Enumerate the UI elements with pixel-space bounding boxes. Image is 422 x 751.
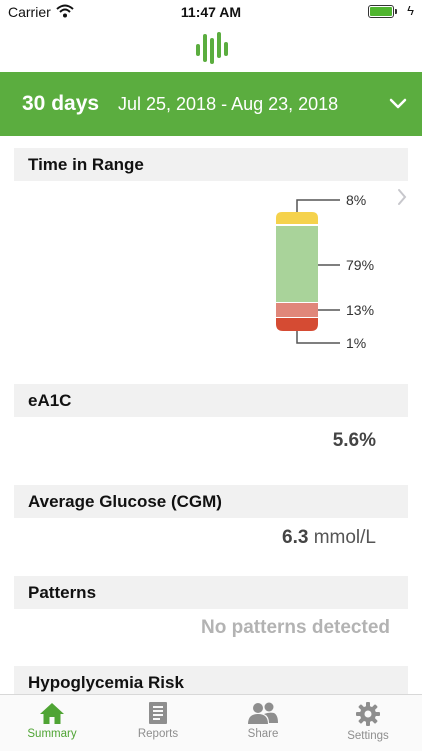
chevron-down-icon[interactable] xyxy=(388,94,408,114)
average-glucose-value: 6.3 mmol/L xyxy=(282,527,376,549)
range-band-target xyxy=(276,226,318,302)
section-header-time-in-range: Time in Range xyxy=(14,148,408,181)
charging-icon: ϟ xyxy=(407,3,414,18)
people-icon xyxy=(248,702,278,724)
tab-label: Summary xyxy=(27,728,77,740)
status-bar: Carrier 11:47 AM ϟ xyxy=(0,0,422,22)
date-range-banner[interactable]: 30 days Jul 25, 2018 - Aug 23, 2018 xyxy=(0,72,422,136)
date-range-label: Jul 25, 2018 - Aug 23, 2018 xyxy=(118,94,339,114)
section-header-average-glucose: Average Glucose (CGM) xyxy=(14,485,408,518)
section-title: Time in Range xyxy=(28,155,144,174)
section-header-hypoglycemia-risk: Hypoglycemia Risk xyxy=(14,666,408,699)
app-logo-icon xyxy=(196,32,228,64)
range-percent-target: 79% xyxy=(346,257,374,273)
range-percent-low: 13% xyxy=(346,302,374,318)
tab-bar: Summary Reports Share xyxy=(0,694,422,751)
range-band-low xyxy=(276,303,318,317)
tab-settings[interactable]: Settings xyxy=(318,701,418,742)
leader-line xyxy=(296,331,340,344)
gear-icon xyxy=(356,702,380,726)
range-band-high xyxy=(276,212,318,224)
range-band-very-low xyxy=(276,318,318,331)
time-in-range-chart[interactable]: 8% 79% 13% 1% xyxy=(260,186,410,356)
range-days-label: 30 days xyxy=(22,92,100,115)
battery-icon xyxy=(368,5,397,18)
tab-label: Reports xyxy=(137,728,179,740)
document-icon xyxy=(149,702,167,724)
ea1c-number: 5.6% xyxy=(332,430,376,451)
carrier-label: Carrier xyxy=(8,4,51,20)
chevron-right-icon[interactable] xyxy=(396,188,408,206)
average-glucose-number: 6.3 xyxy=(282,527,309,548)
section-title: Patterns xyxy=(28,583,97,602)
wifi-icon xyxy=(56,4,74,18)
section-header-ea1c: eA1C xyxy=(14,384,408,417)
section-title: Average Glucose (CGM) xyxy=(28,492,222,511)
leader-line xyxy=(296,199,340,212)
tab-reports[interactable]: Reports xyxy=(108,701,208,740)
tab-label: Share xyxy=(247,728,279,740)
average-glucose-unit: mmol/L xyxy=(313,527,376,548)
section-header-patterns: Patterns xyxy=(14,576,408,609)
section-title: Hypoglycemia Risk xyxy=(28,673,184,692)
tab-label: Settings xyxy=(347,730,389,742)
range-percent-high: 8% xyxy=(346,192,366,208)
tab-share[interactable]: Share xyxy=(213,701,313,740)
home-icon xyxy=(40,703,64,724)
clock-time: 11:47 AM xyxy=(180,4,242,20)
ea1c-value: 5.6% xyxy=(333,430,376,452)
section-title: eA1C xyxy=(28,391,72,410)
range-percent-very-low: 1% xyxy=(346,335,366,351)
patterns-value: No patterns detected xyxy=(201,617,390,638)
tab-summary[interactable]: Summary xyxy=(2,701,102,740)
